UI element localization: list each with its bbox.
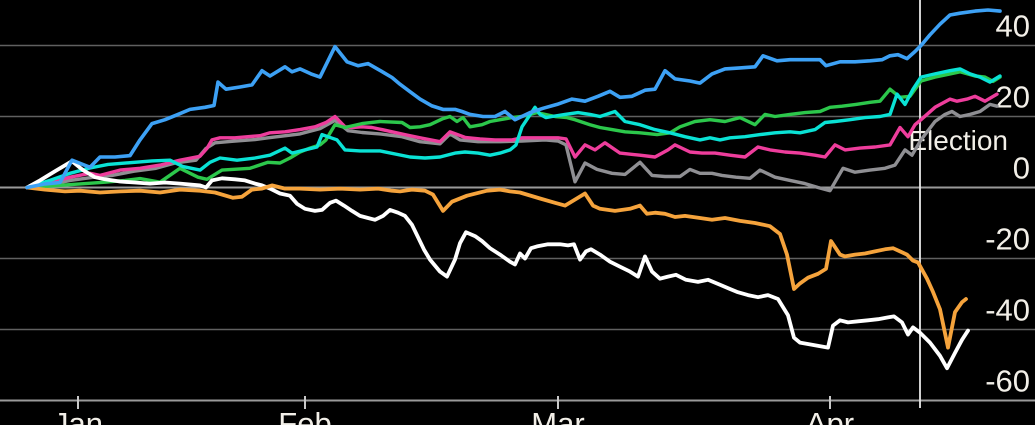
y-axis-label-0: 0 <box>1013 151 1030 186</box>
x-axis-label-jan: Jan <box>53 406 103 425</box>
y-axis-label-40: 40 <box>996 9 1030 44</box>
y-axis-label--20: -20 <box>985 222 1030 257</box>
y-axis-label--60: -60 <box>985 364 1030 399</box>
x-axis-label-apr: Apr <box>806 406 854 425</box>
x-axis-label-mar: Mar <box>531 406 584 425</box>
election-label: Election <box>908 125 1008 156</box>
series-line-green <box>25 70 1002 190</box>
x-axis-label-feb: Feb <box>278 406 331 425</box>
y-axis-label-20: 20 <box>996 80 1030 115</box>
series-line-white <box>25 159 970 371</box>
series-line-turquoise <box>25 67 1002 190</box>
series-line-sky-blue <box>25 8 1002 190</box>
series-line-magenta <box>25 92 999 190</box>
series-line-gray <box>25 102 999 193</box>
y-axis-label--40: -40 <box>985 293 1030 328</box>
series-line-orange <box>25 183 968 350</box>
